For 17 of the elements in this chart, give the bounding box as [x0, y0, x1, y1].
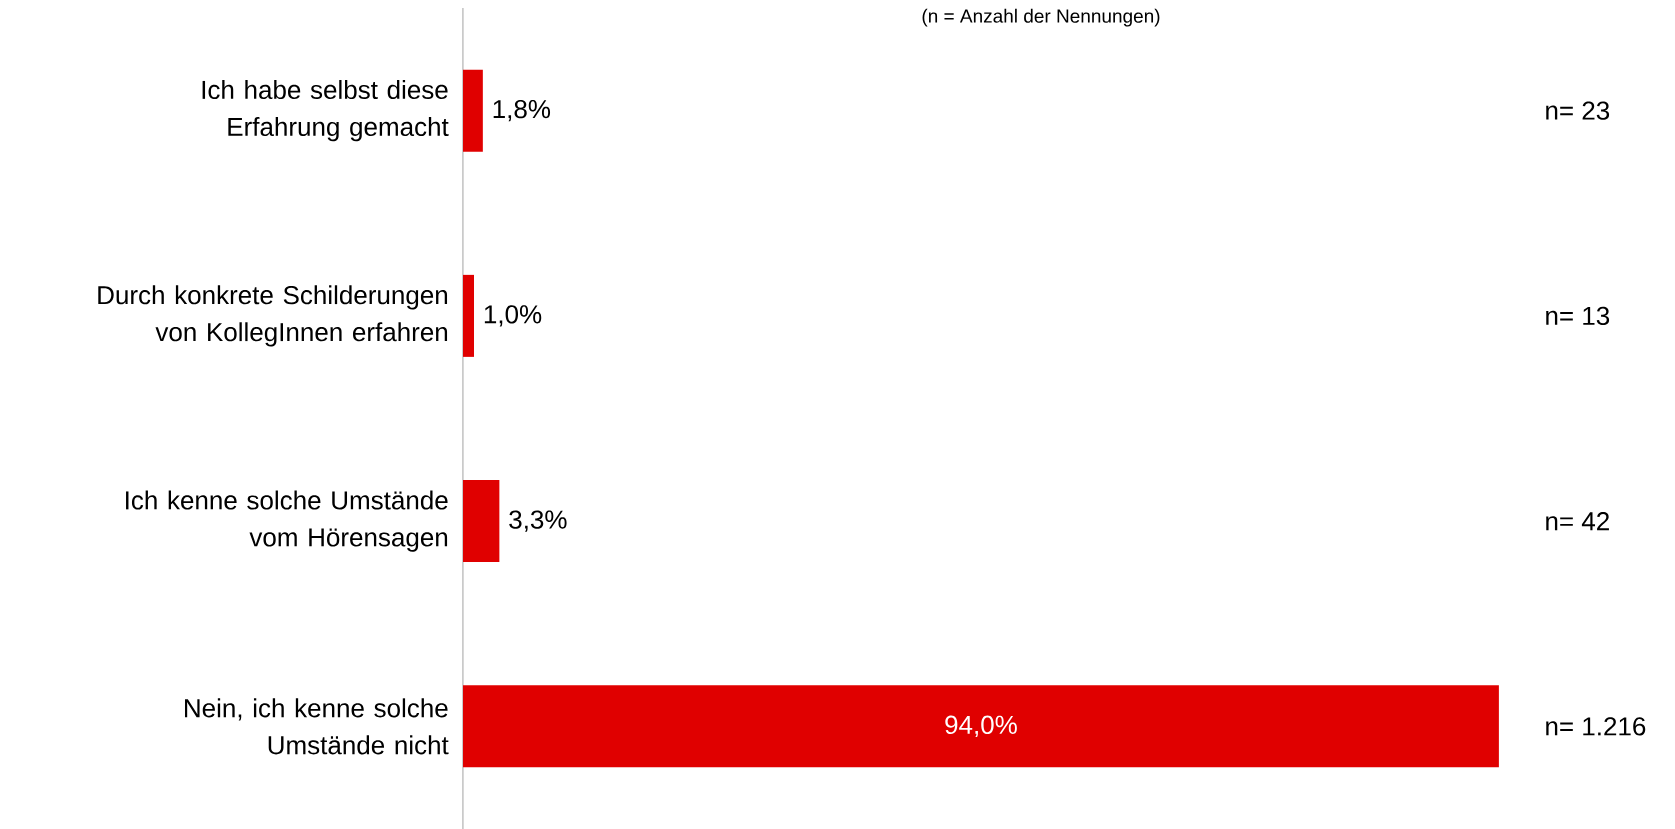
data-label: 3,3%: [509, 510, 567, 532]
data-label: 94,0%: [945, 715, 1017, 738]
text: n= 1.216: [1546, 717, 1646, 736]
y-tick-label: Ich habe selbst diese Erfahrung gemacht: [202, 80, 449, 142]
bar: [463, 69, 483, 152]
chart-subtitle: (n = Anzahl der Nennungen): [922, 8, 1160, 27]
y-tick-label: Ich kenne solche Umstände vom Hörensagen: [126, 490, 448, 552]
bar: [463, 685, 1499, 768]
text: n= 13: [1546, 306, 1610, 326]
data-label: 1,8%: [493, 99, 551, 122]
text: n= 23: [1546, 101, 1610, 120]
bar: [463, 274, 475, 357]
y-tick-label: Durch konkrete Schilderungen von KollegInnen erfahren: [98, 285, 448, 347]
y-tick-label: Nein, ich kenne solche Umstände nicht: [185, 698, 449, 755]
text: n= 42: [1546, 512, 1609, 531]
bar: [463, 480, 500, 563]
data-label: 1,0%: [484, 305, 542, 327]
